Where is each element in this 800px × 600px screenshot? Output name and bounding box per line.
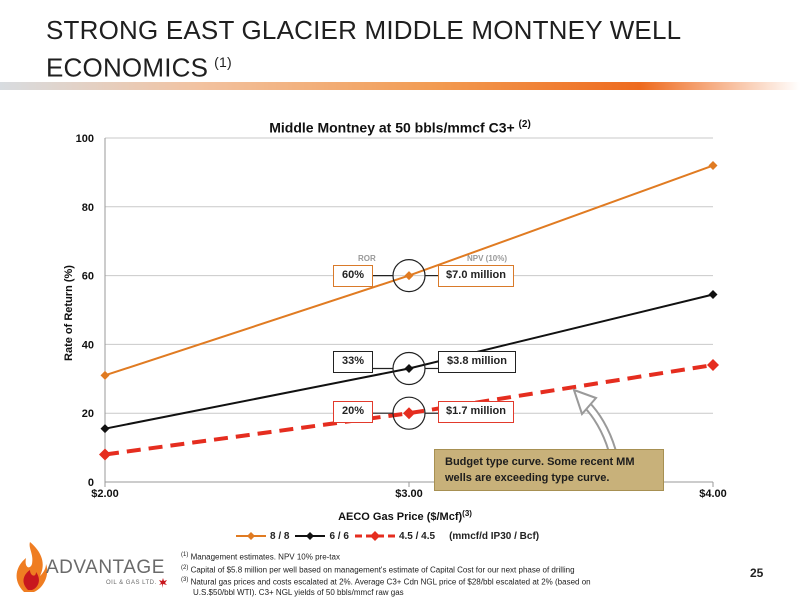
series-0-point-0 [100,370,110,380]
company-logo: ADVANTAGE OIL & GAS LTD. [10,540,175,596]
x-axis-label: AECO Gas Price ($/Mcf)(3) [338,509,472,523]
footnotes: (1) Management estimates. NPV 10% pre-ta… [181,550,661,598]
footnote-1: (1) Management estimates. NPV 10% pre-ta… [181,550,661,563]
y-axis-label: Rate of Return (%) [63,265,75,361]
chart-title-note: (2) [518,119,531,130]
y-tick-label-20: 20 [82,408,94,420]
x-tick-label-1: $3.00 [395,488,423,500]
footnote-2-mark: (2) [181,564,189,571]
x-tick-label-2: $4.00 [699,488,727,500]
ror-column-header: ROR [358,254,376,263]
legend-unit: (mmcf/d IP30 / Bcf) [449,530,540,542]
slide-title-text: STRONG EAST GLACIER MIDDLE MONTNEY WELL … [46,15,681,83]
chart-legend: 8 / 8 6 / 6 4.5 / 4.5 (mmcf/d IP30 / Bcf… [236,527,539,545]
flame-logo-icon [16,542,48,592]
y-tick-label-0: 0 [88,477,94,489]
budget-arrow [572,388,617,455]
footnote-1-text: Management estimates. NPV 10% pre-tax [190,552,340,562]
logo-name: ADVANTAGE [46,557,165,578]
legend-swatch-black [295,532,326,540]
callout-npv-orange: $7.0 million [438,265,514,287]
series-2-point-0 [99,448,111,461]
y-tick-label-100: 100 [76,133,94,145]
footnote-3-text: Natural gas prices and costs escalated a… [190,577,591,587]
logo-subtitle: OIL & GAS LTD. [106,580,157,586]
footnote-2-text: Capital of $5.8 million per well based o… [190,565,575,575]
x-axis-label-note: (3) [462,509,472,518]
series-line-2 [104,363,714,457]
series-0-point-2 [708,161,718,171]
callout-npv-black: $3.8 million [438,351,516,373]
highlight-circles [373,259,438,430]
maple-leaf-icon [159,578,167,588]
accent-bar [0,82,800,90]
budget-arrow-head [572,388,598,416]
y-tick-label-40: 40 [82,339,94,351]
callout-npv-red: $1.7 million [438,401,514,423]
series-layer [99,161,719,461]
legend-item-6-6: 6 / 6 [295,530,349,542]
series-0-point-1 [404,271,414,281]
x-axis-label-text: AECO Gas Price ($/Mcf) [338,511,462,523]
y-tick-label-80: 80 [82,202,94,214]
legend-item-8-8: 8 / 8 [236,531,289,542]
footnote-3-mark: (3) [181,577,189,584]
callout-ror-red: 20% [333,401,373,423]
legend-label-8-8: 8 / 8 [270,530,290,542]
series-2-point-2 [707,359,719,372]
chart-title: Middle Montney at 50 bbls/mmcf C3+ (2) [0,119,800,136]
page-number: 25 [750,566,764,580]
legend-swatch-orange [236,532,266,540]
x-tick-label-0: $2.00 [91,488,119,500]
legend-item-4-5: 4.5 / 4.5 [354,530,436,542]
footnote-3-continuation: U.S.$50/bbl WTI). C3+ NGL yields of 50 b… [193,587,404,597]
series-1-point-2 [708,290,718,300]
footnote-3: (3) Natural gas prices and costs escalat… [181,575,661,588]
series-2-point-1 [403,407,415,420]
legend-label-6-6: 6 / 6 [329,530,349,542]
series-1-point-1 [404,363,414,373]
series-line-0 [104,164,714,377]
budget-note-box: Budget type curve. Some recent MM wells … [434,449,664,491]
slide-title: STRONG EAST GLACIER MIDDLE MONTNEY WELL … [46,14,686,84]
y-tick-label-60: 60 [82,271,94,283]
chart-title-text: Middle Montney at 50 bbls/mmcf C3+ [269,119,515,136]
footnote-1-mark: (1) [181,552,189,558]
callout-ror-black: 33% [333,351,373,373]
footnote-2: (2) Capital of $5.8 million per well bas… [181,563,661,576]
series-1-point-0 [100,424,110,434]
callout-ror-orange: 60% [333,265,373,287]
npv-column-header: NPV (10%) [467,254,508,263]
legend-swatch-red [354,531,395,541]
slide-title-note: (1) [214,54,232,70]
legend-label-4-5: 4.5 / 4.5 [398,530,436,542]
